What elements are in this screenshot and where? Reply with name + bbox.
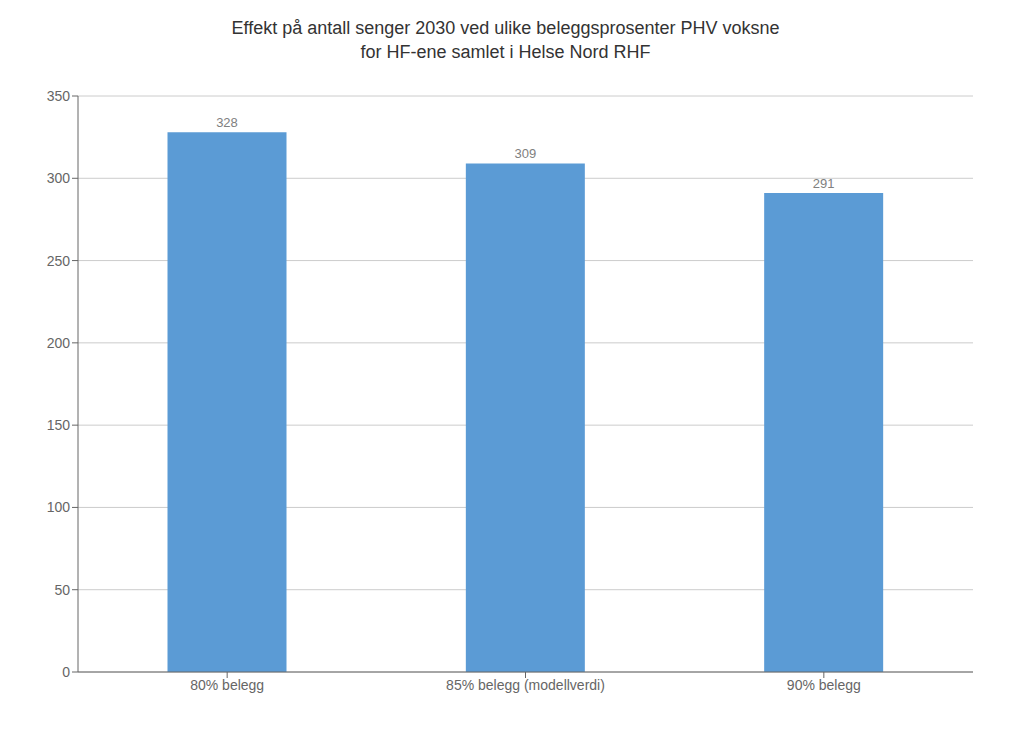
svg-text:291: 291 [813,176,835,191]
svg-text:100: 100 [47,499,71,515]
svg-text:300: 300 [47,170,71,186]
svg-text:150: 150 [47,417,71,433]
svg-text:309: 309 [514,146,536,161]
svg-text:350: 350 [47,88,71,104]
html-text:Effekt på antall senger 2030 v: Effekt på antall senger 2030 ved ulike b… [231,18,780,38]
svg-text:250: 250 [47,253,71,269]
svg-text:50: 50 [54,582,70,598]
svg-text:200: 200 [47,335,71,351]
svg-text:80% belegg: 80% belegg [190,677,264,693]
html-text:for HF-ene samlet i Helse Nord: for HF-ene samlet i Helse Nord RHF [360,42,651,62]
svg-text:90% belegg: 90% belegg [787,677,861,693]
svg-text:328: 328 [216,115,238,130]
svg-text:85% belegg (modellverdi): 85% belegg (modellverdi) [446,677,605,693]
svg-text:0: 0 [62,664,70,680]
